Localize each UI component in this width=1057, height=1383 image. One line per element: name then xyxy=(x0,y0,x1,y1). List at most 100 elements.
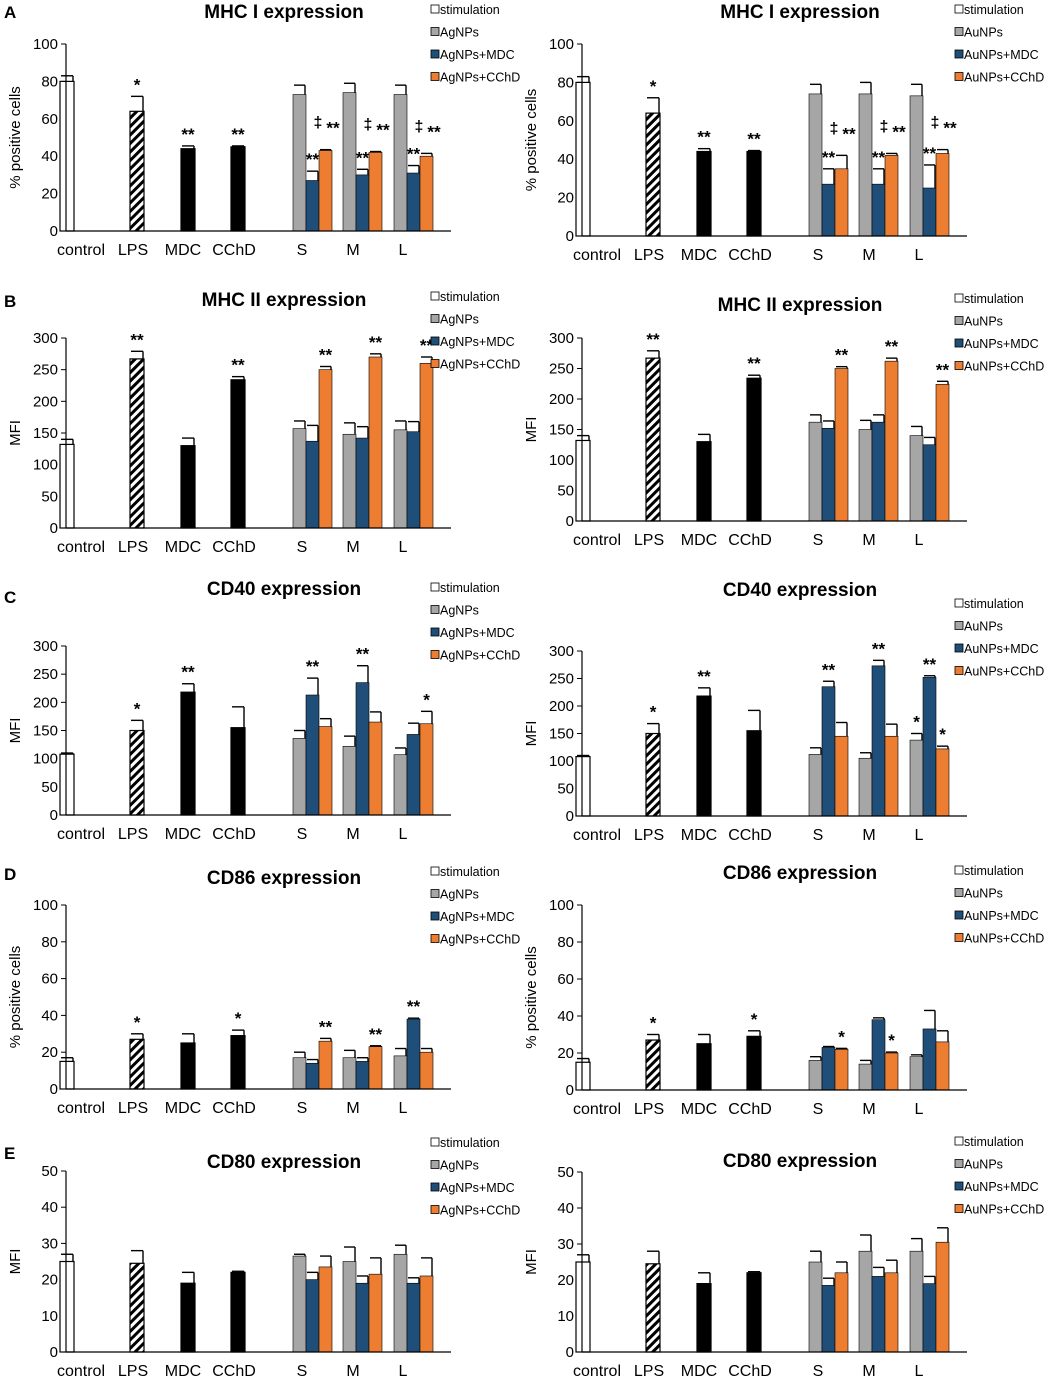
significance-label: ‡ xyxy=(931,115,940,132)
significance-label: ** xyxy=(872,148,886,167)
significance-label: ** xyxy=(306,657,320,676)
legend-swatch xyxy=(430,49,440,59)
x-tick-label: S xyxy=(813,247,824,264)
x-tick-label: L xyxy=(915,827,924,844)
bar-m-series-1 xyxy=(871,665,886,817)
bar-l-series-2 xyxy=(935,1041,950,1091)
x-tick-label: LPS xyxy=(634,1101,664,1118)
y-tick-label: 100 xyxy=(549,452,574,469)
bar-m-series-1 xyxy=(355,437,370,529)
legend-label: AuNPs+MDC xyxy=(964,337,1039,351)
y-tick-label: 40 xyxy=(557,1008,574,1025)
y-axis-label: MFI xyxy=(523,417,540,443)
y-tick-label: 60 xyxy=(557,971,574,988)
bar-l-series-2 xyxy=(935,1241,950,1353)
bar-lps xyxy=(129,358,145,529)
legend-swatch xyxy=(954,933,964,942)
chart-e-right: CD80 expression 0 10 20 30 40 50 MFI control LPS M… xyxy=(523,1135,1044,1380)
significance-label: ** xyxy=(181,125,195,144)
legend-label: AgNPs+CChD xyxy=(440,1204,520,1218)
bar-control xyxy=(59,443,75,529)
bar-s-series-1 xyxy=(305,1279,320,1353)
bar-lps xyxy=(129,110,145,232)
y-tick-label: 100 xyxy=(33,751,58,768)
chart-b-right: MHC II expression 0 50 100 150 200 250 300 MFI **… xyxy=(523,292,1044,549)
bar-cchd xyxy=(230,727,246,816)
x-tick-label: M xyxy=(862,1363,875,1380)
y-tick-label: 300 xyxy=(549,643,574,660)
x-tick-label: L xyxy=(915,1363,924,1380)
significance-label: ** xyxy=(697,128,711,147)
bar-control xyxy=(59,1060,75,1090)
bar-l-series-1 xyxy=(922,1028,937,1091)
legend-label: AgNPs xyxy=(440,1159,479,1173)
significance-label: * xyxy=(650,77,657,96)
panel-label-b: B xyxy=(4,292,16,311)
significance-label: ** xyxy=(697,667,711,686)
chart-title: MHC II expression xyxy=(202,290,367,311)
bar-s-series-0 xyxy=(808,1261,823,1353)
y-tick-label: 250 xyxy=(33,362,58,379)
bar-l-series-0 xyxy=(909,435,924,522)
chart-title: CD40 expression xyxy=(723,580,877,601)
y-tick-label: 0 xyxy=(566,1344,574,1361)
bar-s-series-2 xyxy=(834,1272,849,1353)
legend-label: AgNPs+MDC xyxy=(440,48,515,62)
significance-label: * xyxy=(134,75,141,94)
bar-l-series-2 xyxy=(419,723,434,816)
bar-m-series-2 xyxy=(884,1052,899,1091)
x-tick-label: L xyxy=(399,1100,408,1117)
panel-label-d: D xyxy=(4,865,16,884)
significance-label: ** xyxy=(356,148,370,167)
y-tick-label: 150 xyxy=(549,726,574,743)
significance-label: * xyxy=(134,1013,141,1032)
significance-label: ‡ xyxy=(880,118,889,135)
significance-label: ‡ xyxy=(415,118,424,135)
y-axis-label: MFI xyxy=(7,1249,24,1275)
legend-label: stimulation xyxy=(964,597,1024,611)
significance-label: ** xyxy=(319,1017,333,1036)
legend-swatch xyxy=(430,314,440,323)
significance-label: ** xyxy=(747,354,761,373)
y-tick-label: 300 xyxy=(33,638,58,655)
bar-m-series-0 xyxy=(858,1063,873,1091)
significance-label: * xyxy=(888,1031,895,1050)
x-tick-label: CChD xyxy=(212,242,256,259)
bar-l-series-1 xyxy=(922,677,937,817)
significance-label: ** xyxy=(231,356,245,375)
y-tick-label: 20 xyxy=(41,1272,58,1289)
significance-label: ** xyxy=(923,144,937,163)
y-tick-label: 40 xyxy=(557,151,574,168)
legend-label: stimulation xyxy=(964,1135,1024,1149)
bar-s-series-0 xyxy=(808,421,823,522)
bar-lps xyxy=(645,1263,661,1353)
significance-label: * xyxy=(650,1014,657,1033)
legend-label: stimulation xyxy=(964,864,1024,878)
y-tick-label: 200 xyxy=(33,694,58,711)
y-tick-label: 60 xyxy=(557,113,574,130)
legend-swatch xyxy=(954,72,964,81)
bar-m-series-2 xyxy=(368,1273,383,1353)
bar-s-series-2 xyxy=(318,726,333,816)
bar-m-series-2 xyxy=(884,360,899,522)
x-tick-label: S xyxy=(297,1363,308,1380)
bar-lps xyxy=(645,112,661,237)
y-tick-label: 80 xyxy=(41,73,58,90)
significance-label: ** xyxy=(936,360,950,379)
significance-label: ** xyxy=(306,150,320,169)
bar-control xyxy=(575,755,591,817)
bar-control xyxy=(59,80,75,232)
y-tick-label: 50 xyxy=(557,483,574,500)
chart-d-right: CD86 expression 0 20 40 60 80 100 % positive ce… xyxy=(523,863,1044,1118)
bar-l-series-2 xyxy=(419,363,434,529)
legend-swatch xyxy=(954,316,964,325)
legend-swatch xyxy=(954,1181,964,1191)
legend-label: stimulation xyxy=(440,3,500,17)
bar-control xyxy=(575,439,591,522)
x-tick-label: S xyxy=(297,1100,308,1117)
bar-l-series-2 xyxy=(935,153,950,237)
x-tick-label: CChD xyxy=(728,827,772,844)
bar-l-series-1 xyxy=(922,187,937,237)
legend-swatch xyxy=(954,293,964,303)
bar-l-series-0 xyxy=(393,94,408,232)
